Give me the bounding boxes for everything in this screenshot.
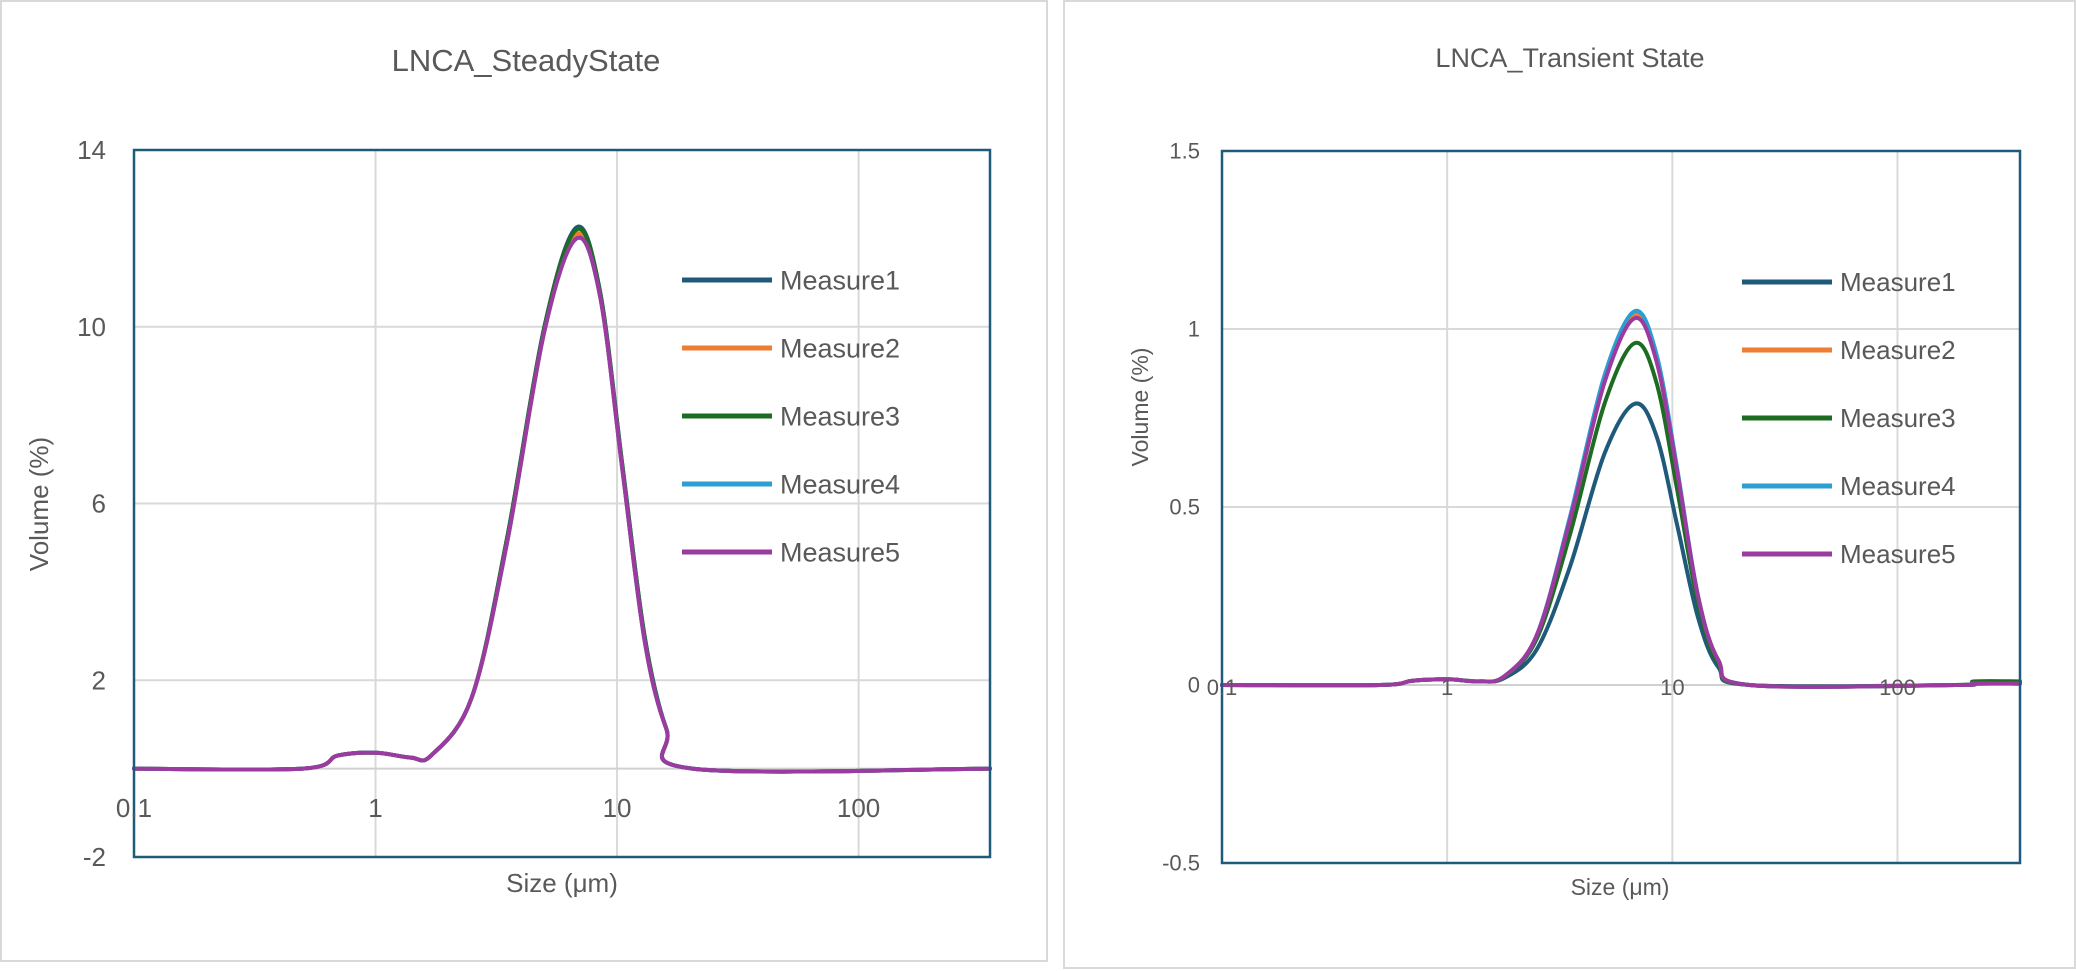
legend-label: Measure3: [1840, 403, 1956, 433]
transient-state-chart: LNCA_Transient State 1.5 1 0.5 0 -0.5 0.1 1 10 1…: [1127, 43, 2022, 900]
x-tick-label: 100: [1879, 675, 1916, 700]
x-tick-label: 100: [837, 793, 880, 823]
legend-label: Measure2: [780, 333, 900, 363]
y-tick-label: 0: [1188, 673, 1200, 698]
chart-title: LNCA_Transient State: [1435, 43, 1704, 73]
y-tick-label: -2: [83, 842, 106, 872]
legend-label: Measure4: [780, 469, 900, 499]
steady-state-chart: LNCA_SteadyState 14 10 6 2 -2 0.1 1 10 100 Size …: [24, 43, 992, 898]
legend-label: Measure1: [780, 265, 900, 295]
x-tick-label: 0.1: [1207, 675, 1238, 700]
x-tick-label: 1: [368, 793, 382, 823]
x-tick-label: 0.1: [116, 793, 152, 823]
series-line-measure2: [132, 231, 992, 774]
y-tick-label: 1.5: [1169, 139, 1200, 164]
y-tick-label: 1: [1188, 317, 1200, 342]
x-tick-label: 10: [1660, 675, 1684, 700]
y-tick-label: 6: [92, 489, 106, 519]
chart-panel-transient-state: LNCA_Transient State 1.5 1 0.5 0 -0.5 0.1 1 10 1…: [1063, 0, 2076, 969]
plot-area-frame: [1220, 149, 2022, 865]
x-axis-label: Size (μm): [506, 868, 618, 898]
legend-label: Measure1: [1840, 267, 1956, 297]
y-tick-label: 2: [92, 665, 106, 695]
x-axis-label: Size (μm): [1571, 874, 1670, 900]
series-line-measure5: [132, 235, 992, 774]
y-tick-label: -0.5: [1162, 851, 1200, 876]
series-line-measure3: [1220, 340, 2022, 689]
series-line-measure5: [1220, 316, 2022, 689]
y-tick-label: 14: [77, 135, 106, 165]
legend-label: Measure5: [1840, 539, 1956, 569]
y-tick-label: 0.5: [1169, 495, 1200, 520]
y-axis-label: Volume (%): [24, 437, 54, 571]
chart-title: LNCA_SteadyState: [392, 43, 661, 78]
chart-panel-steady-state: LNCA_SteadyState 14 10 6 2 -2 0.1 1 10 100 Size …: [0, 0, 1048, 962]
legend-label: Measure3: [780, 401, 900, 431]
plot-area-frame: [132, 148, 992, 859]
series-line-measure4: [132, 235, 992, 774]
x-tick-label: 1: [1441, 675, 1453, 700]
y-axis-label: Volume (%): [1127, 348, 1153, 467]
legend-label: Measure2: [1840, 335, 1956, 365]
y-tick-label: 10: [77, 312, 106, 342]
series-line-measure3: [132, 226, 992, 774]
legend-label: Measure4: [1840, 471, 1956, 501]
legend-label: Measure5: [780, 537, 900, 567]
x-tick-label: 10: [603, 793, 632, 823]
